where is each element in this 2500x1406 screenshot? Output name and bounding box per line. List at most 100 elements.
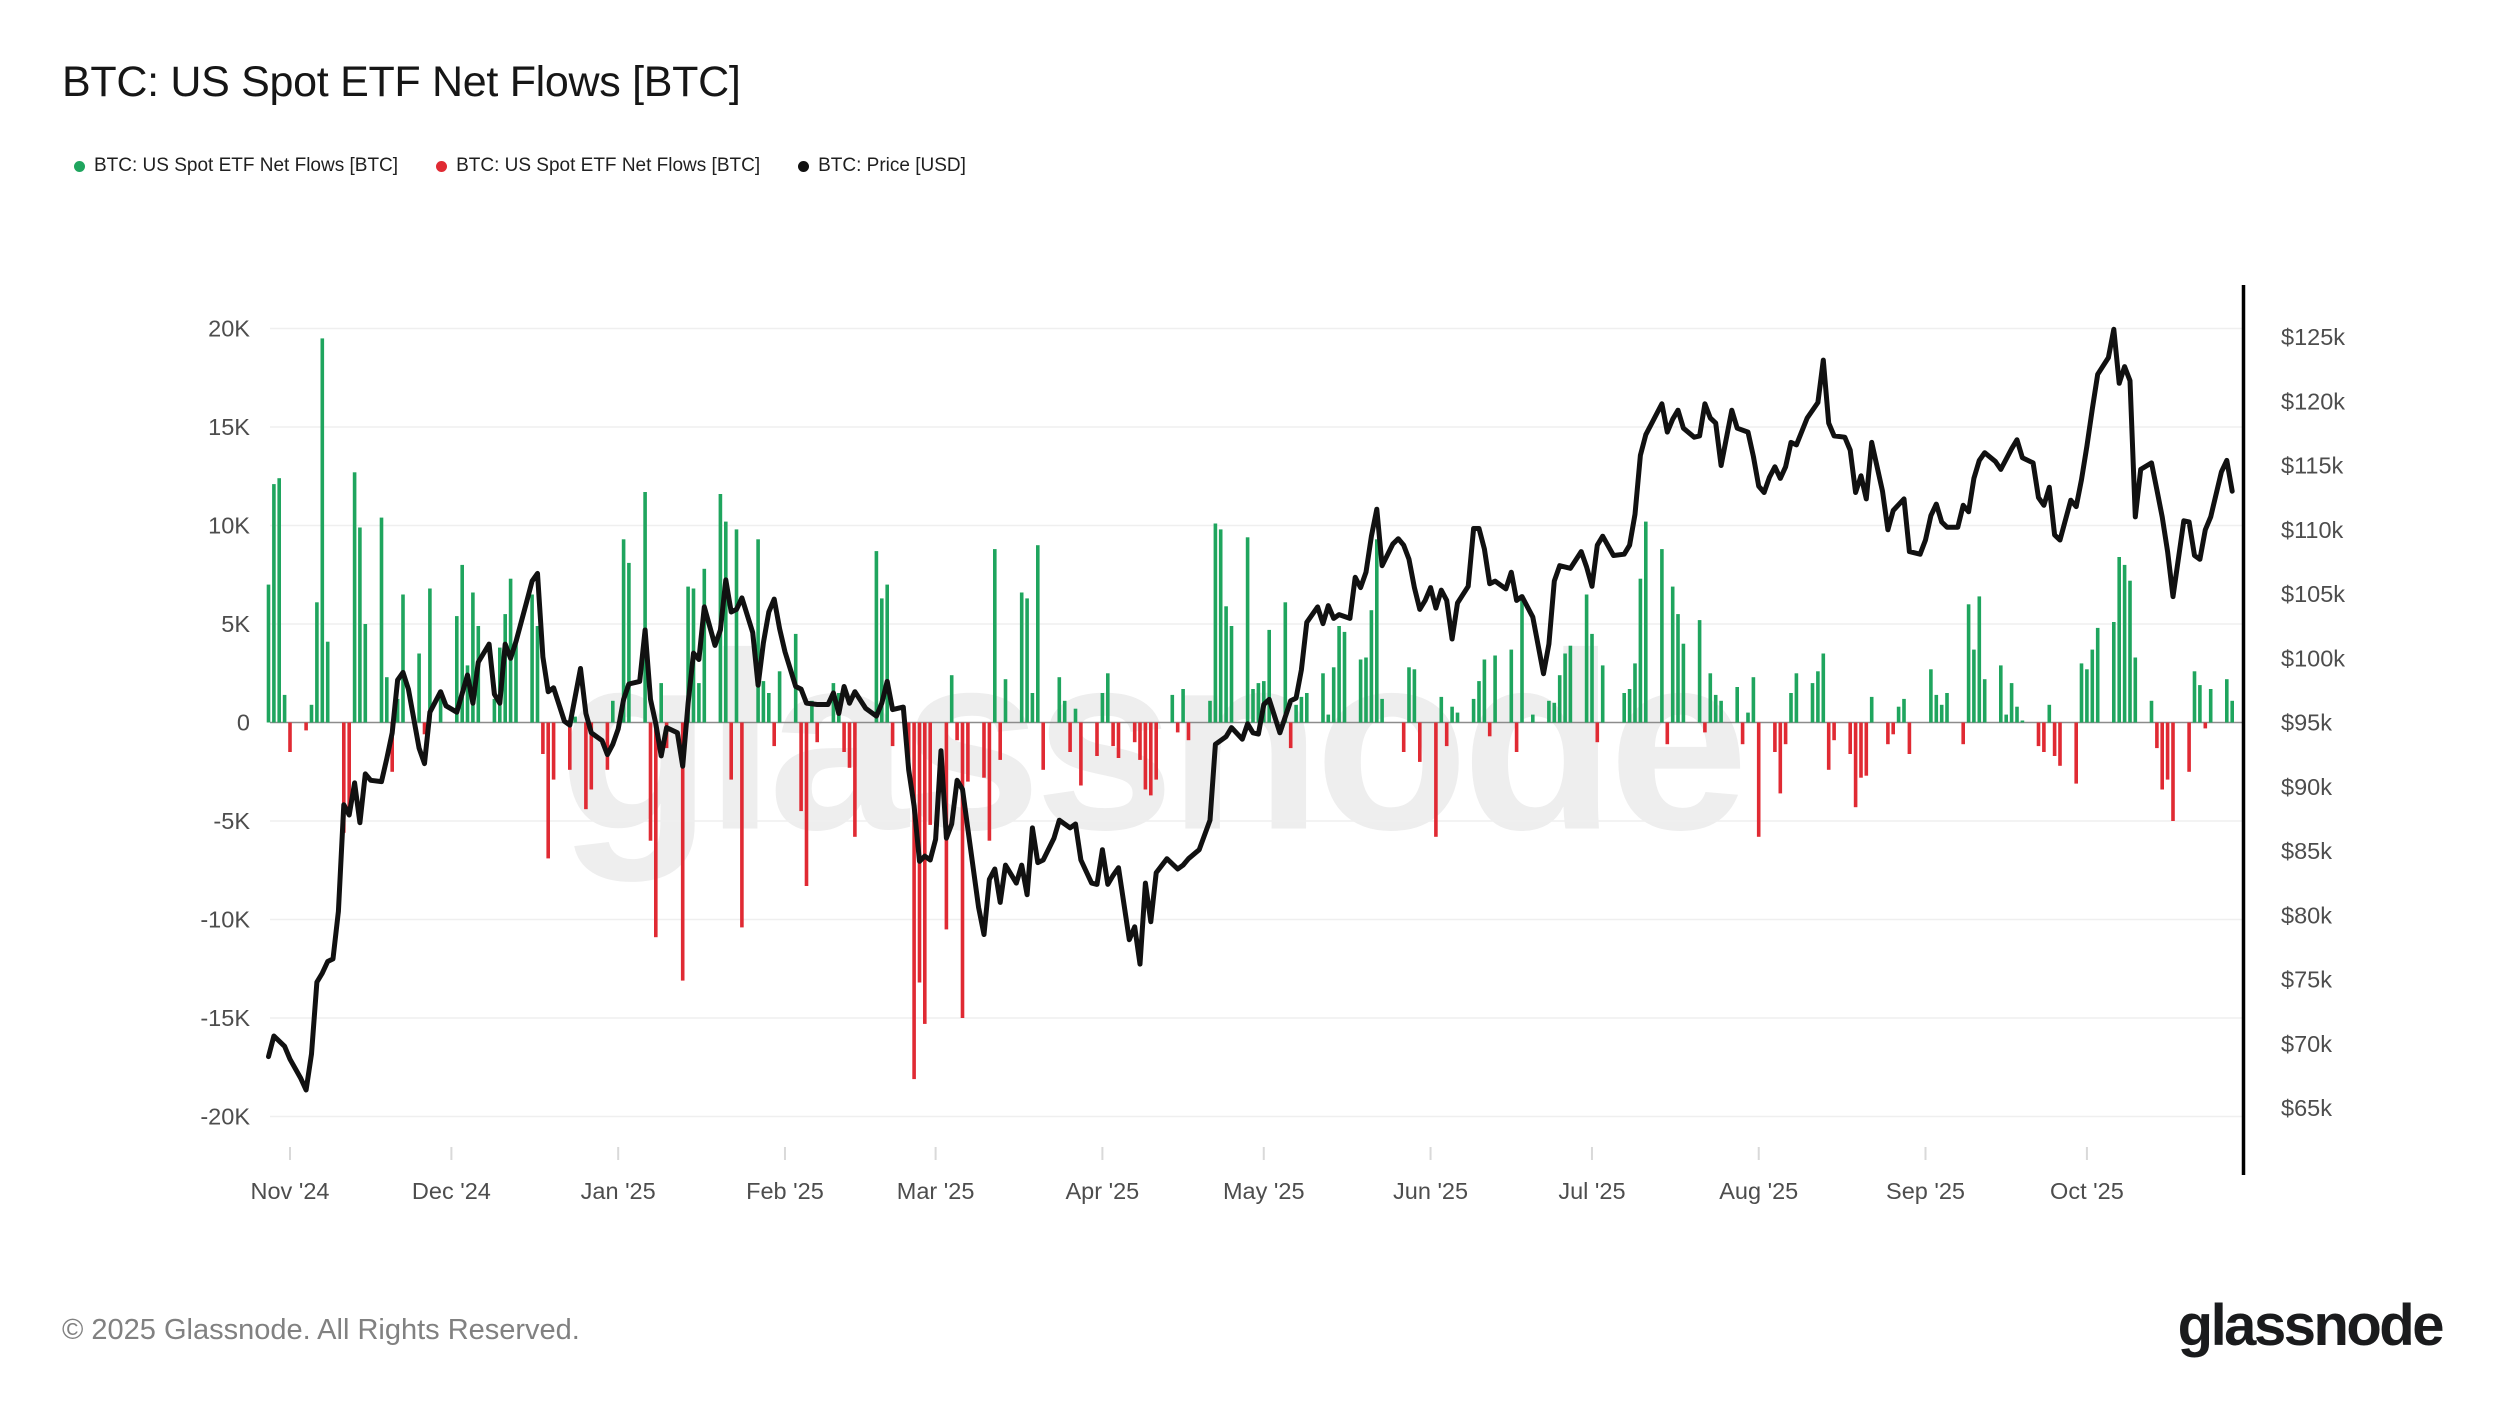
outflow-bar <box>1068 722 1072 752</box>
price-line <box>266 326 2235 1093</box>
inflow-bar <box>1358 659 1363 723</box>
legend-item-label: BTC: US Spot ETF Net Flows [BTC] <box>456 155 761 176</box>
gridlines <box>270 327 2243 1118</box>
inflow-bar <box>1455 712 1460 723</box>
outflow-bar <box>1079 722 1083 786</box>
inflow-bar <box>1342 631 1347 723</box>
netflow-bars[interactable] <box>266 338 2234 1080</box>
outflow-bar <box>1773 722 1777 752</box>
inflow-bar <box>1552 702 1557 723</box>
inflow-bar <box>2009 683 2014 723</box>
x-axis-tick-label: Feb '25 <box>746 1178 824 1204</box>
inflow-bar <box>1036 545 1040 723</box>
inflow-bar <box>885 584 889 723</box>
inflow-bar <box>1902 698 1906 723</box>
inflow-bar <box>315 602 319 723</box>
inflow-bar <box>1369 610 1374 723</box>
y-axis-tick-label: -5K <box>213 808 250 834</box>
outflow-bar <box>1514 722 1519 752</box>
inflow-bar <box>1245 537 1250 723</box>
inflow-bar <box>1477 681 1481 723</box>
legend-item-3[interactable]: BTC: Price [USD] <box>798 155 966 177</box>
inflow-bar <box>611 700 615 723</box>
inflow-bar <box>1810 683 1815 723</box>
outflow-bar <box>1595 722 1600 743</box>
y-axis-tick-label: 20K <box>208 316 250 342</box>
price-axis-tick-label: $65k <box>2281 1095 2332 1121</box>
outflow-bar <box>2042 722 2046 752</box>
outflow-bar <box>842 722 846 752</box>
inflow-bar <box>1547 700 1551 723</box>
outflow-bar <box>815 722 819 743</box>
copyright-text: © 2025 Glassnode. All Rights Reserved. <box>62 1314 580 1346</box>
inflow-bar <box>1966 604 1971 723</box>
legend-item-2[interactable]: BTC: US Spot ETF Net Flows [BTC] <box>436 155 760 177</box>
y-axis-tick-label: 10K <box>208 513 250 539</box>
x-axis-tick-label: Jun '25 <box>1393 1178 1468 1204</box>
inflow-bar <box>352 472 357 723</box>
inflow-bar <box>2208 689 2213 723</box>
outflow-bar <box>1138 722 1142 760</box>
inflow-bar <box>1283 602 1288 723</box>
y-axis-tick-label: 0 <box>237 710 250 736</box>
price-axis-tick-label: $80k <box>2281 902 2332 928</box>
outflow-bar <box>1487 722 1492 737</box>
inflow-bar <box>2198 685 2202 723</box>
outflow-bar <box>2155 722 2159 749</box>
outflow-bar <box>1418 722 1422 762</box>
legend-item-1[interactable]: BTC: US Spot ETF Net Flows [BTC] <box>74 155 398 177</box>
outflow-bar <box>1907 722 1912 754</box>
inflow-bar <box>1482 659 1487 723</box>
price-axis-tick-label: $105k <box>2281 581 2345 607</box>
inflow-bar <box>1407 667 1411 723</box>
inflow-bar <box>621 539 626 723</box>
inflow-bar <box>1719 700 1723 723</box>
inflow-bar <box>2090 649 2095 723</box>
outflow-bar <box>2203 722 2208 729</box>
inflow-bar <box>1471 698 1476 723</box>
inflow-bar <box>417 653 421 723</box>
legend-marker-icon <box>436 160 448 172</box>
inflow-bar <box>428 588 432 723</box>
inflow-bar <box>1412 669 1417 723</box>
outflow-bar <box>551 722 556 780</box>
inflow-bar <box>2015 706 2019 723</box>
inflow-bar <box>1299 696 1304 723</box>
inflow-bar <box>1019 592 1024 723</box>
y-axis-tick-label: 5K <box>221 611 250 637</box>
left-axis-labels: 20K 15K 10K 5K 0 -5K -10K -15K -20K <box>200 316 250 1130</box>
price-axis-tick-label: $125k <box>2281 324 2345 350</box>
inflow-bar <box>724 521 728 723</box>
price-axis-tick-label: $120k <box>2281 388 2345 414</box>
outflow-bar <box>1778 722 1783 794</box>
x-axis-tick-label: Jul '25 <box>1558 1178 1625 1204</box>
inflow-bar <box>401 594 405 723</box>
inflow-bar <box>1681 643 1686 723</box>
outflow-bar <box>912 722 916 1080</box>
outflow-bar <box>729 722 733 780</box>
inflow-bar <box>455 616 459 723</box>
outflow-bar <box>1149 722 1153 796</box>
outflow-bar <box>1143 722 1148 790</box>
outflow-bar <box>1175 722 1180 733</box>
page-title: BTC: US Spot ETF Net Flows [BTC] <box>62 58 741 106</box>
x-axis-tick-label: Nov '24 <box>251 1178 330 1204</box>
outflow-bar <box>342 722 346 833</box>
inflow-bar <box>697 683 701 723</box>
inflow-bar <box>2192 671 2197 723</box>
outflow-bar <box>648 722 653 841</box>
inflow-bar <box>277 478 281 723</box>
inflow-bar <box>643 492 647 723</box>
outflow-bar <box>680 722 685 981</box>
inflow-bar <box>1896 706 1901 723</box>
outflow-bar <box>2074 722 2078 784</box>
inflow-bar <box>1939 704 1944 723</box>
inflow-bar <box>266 584 271 723</box>
inflow-bar <box>1224 606 1228 723</box>
outflow-bar <box>1783 722 1788 745</box>
inflow-bar <box>363 624 368 723</box>
outflow-bar <box>966 722 970 782</box>
inflow-bar <box>1929 669 1933 723</box>
